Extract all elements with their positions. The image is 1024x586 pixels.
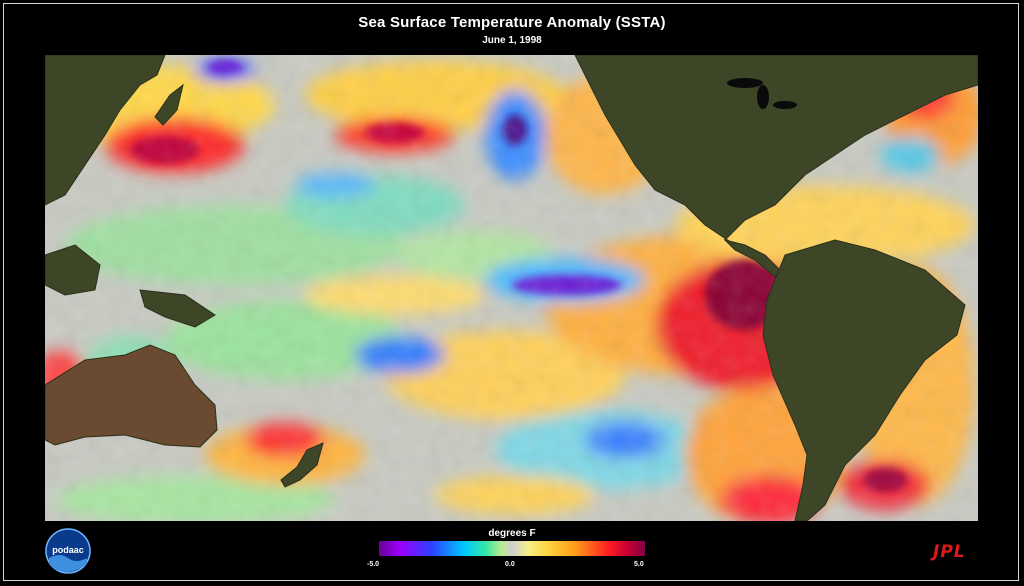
landmasses xyxy=(45,55,978,521)
ssta-map xyxy=(45,55,978,521)
color-scale-bar xyxy=(379,541,645,556)
legend-min-label: -5.0 xyxy=(367,561,380,568)
asia-land xyxy=(45,55,166,206)
podaac-logo: podaac xyxy=(45,528,91,574)
australia-land xyxy=(45,344,218,448)
legend-label: degrees F xyxy=(488,528,536,539)
south-america-land xyxy=(762,239,966,521)
legend-mid-label: 0.0 xyxy=(505,561,515,568)
figure-frame xyxy=(3,3,1019,581)
map-title: Sea Surface Temperature Anomaly (SSTA) xyxy=(358,14,666,31)
map-date: June 1, 1998 xyxy=(482,35,542,46)
ssta-map-graphic xyxy=(45,55,978,521)
new-guinea-land xyxy=(139,289,216,328)
legend-max-label: 5.0 xyxy=(634,561,644,568)
borneo-land xyxy=(45,244,101,296)
svg-text:podaac: podaac xyxy=(52,545,84,555)
new-zealand-land xyxy=(280,442,324,488)
great-lakes xyxy=(727,78,797,109)
jpl-logo: JPL xyxy=(933,542,966,562)
japan-land xyxy=(154,83,184,126)
